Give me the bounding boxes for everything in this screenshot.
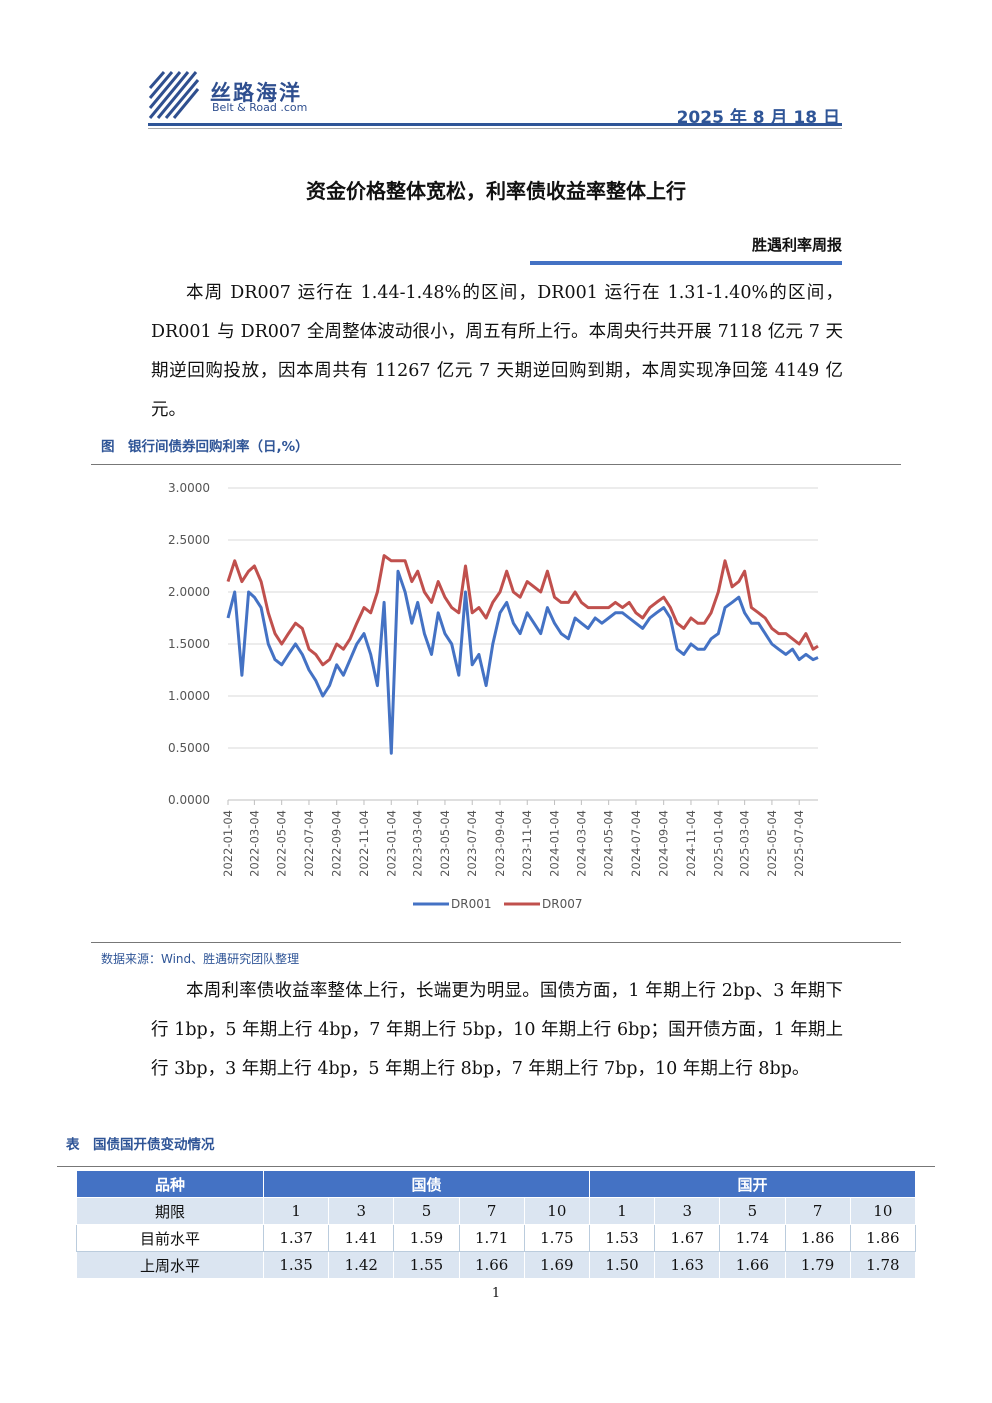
table-row: 上周水平 1.35 1.42 1.55 1.66 1.69 1.50 1.63 1.66 1.79… (76, 1251, 917, 1279)
table-cell: 10 (523, 1197, 590, 1225)
table-cell: 3 (654, 1197, 721, 1225)
table-cell: 1.42 (328, 1251, 395, 1279)
x-tick-label: 2022-11-04 (357, 810, 371, 877)
table-header-row: 品种 国债 国开 (76, 1170, 917, 1198)
figure-source: 数据来源：Wind、胜遇研究团队整理 (101, 952, 300, 966)
header-cell: 国债 (263, 1170, 590, 1198)
table-cell: 1.78 (849, 1251, 917, 1279)
table-cell: 5 (719, 1197, 786, 1225)
x-tick-label: 2024-07-04 (629, 810, 643, 877)
data-line (226, 569, 819, 755)
x-tick-label: 2025-01-04 (711, 810, 725, 877)
x-tick-label: 2024-11-04 (684, 810, 698, 877)
header-cell: 国开 (588, 1170, 917, 1198)
table-cell: 1.86 (784, 1224, 851, 1252)
table-cell: 1.67 (654, 1224, 721, 1252)
table-cell: 3 (328, 1197, 395, 1225)
figure-caption: 图 银行间债券回购利率（日,%） (101, 439, 309, 455)
table-caption: 表 国债国开债变动情况 (66, 1137, 215, 1153)
x-tick-label: 2025-07-04 (792, 810, 806, 877)
table-cell: 1.71 (458, 1224, 525, 1252)
table-cell: 1.41 (328, 1224, 395, 1252)
table-cell: 1 (262, 1197, 330, 1225)
chart: 0.0000 0.5000 1.0000 1.5000 2.0000 2.5000 3.00… (168, 481, 819, 911)
table-cell: 10 (849, 1197, 917, 1225)
table-cell: 1.55 (393, 1251, 460, 1279)
logo-mark (148, 71, 200, 119)
page-number: 1 (491, 1286, 501, 1301)
rule (91, 464, 901, 465)
table-cell: 1.75 (523, 1224, 590, 1252)
y-tick-label: 3.0000 (168, 481, 210, 495)
table-cell: 1.74 (719, 1224, 786, 1252)
header-rule (148, 123, 842, 126)
x-tick-label: 2025-05-04 (765, 810, 779, 877)
data-line (226, 554, 819, 667)
x-tick-label: 2024-01-04 (548, 810, 562, 877)
header-rule-thin (148, 128, 842, 129)
y-tick-label: 1.0000 (168, 689, 210, 703)
x-tick-label: 2024-09-04 (657, 810, 671, 877)
legend-label: DR007 (542, 897, 582, 911)
table-cell: 1.50 (588, 1251, 656, 1279)
table-cell: 1.69 (523, 1251, 590, 1279)
table-cell: 7 (458, 1197, 525, 1225)
x-tick-label: 2024-03-04 (574, 810, 588, 877)
table-cell: 1.59 (393, 1224, 460, 1252)
x-tick-label: 2025-03-04 (738, 810, 752, 877)
x-tick-label: 2023-01-04 (384, 810, 398, 877)
table-cell: 7 (784, 1197, 851, 1225)
table-cell: 5 (393, 1197, 460, 1225)
y-tick-label: 1.5000 (168, 637, 210, 651)
y-tick-label: 0.5000 (168, 741, 210, 755)
table-row: 目前水平 1.37 1.41 1.59 1.71 1.75 1.53 1.67 1.74 1.86… (76, 1224, 917, 1252)
table-cell: 1.37 (262, 1224, 330, 1252)
table-cell: 1.63 (654, 1251, 721, 1279)
table-cell: 1.66 (719, 1251, 786, 1279)
x-tick-label: 2022-03-04 (247, 810, 261, 877)
x-tick-label: 2022-05-04 (275, 810, 289, 877)
table-cell: 1 (588, 1197, 656, 1225)
report-name: 胜遇利率周报 (751, 236, 842, 254)
paragraph: 本周利率债收益率整体上行，长端更为明显。国债方面，1 年期上行 2bp、3 年期… (151, 981, 843, 1079)
table-cell: 1.35 (262, 1251, 330, 1279)
report-name-bar (530, 261, 842, 265)
y-tick-label: 0.0000 (168, 793, 210, 807)
paragraph: 本周 DR007 运行在 1.44-1.48%的区间，DR001 运行在 1.3… (151, 283, 843, 420)
table-cell: 1.53 (588, 1224, 656, 1252)
x-tick-label: 2023-07-04 (465, 810, 479, 877)
logo-text: 丝路海洋 (210, 81, 302, 105)
table-cell: 目前水平 (76, 1224, 264, 1252)
y-tick-label: 2.0000 (168, 585, 210, 599)
rule (57, 1166, 935, 1167)
x-tick-label: 2023-09-04 (493, 810, 507, 877)
table-row: 期限 1 3 5 7 10 1 3 5 7 10 (76, 1197, 917, 1225)
rule (91, 942, 901, 943)
x-tick-label: 2022-09-04 (330, 810, 344, 877)
data-table: 品种 国债 国开 期限 1 3 5 7 10 1 3 5 7 10 目前水平 1.37 1.41 1.59 1.71… (76, 1170, 917, 1279)
logo-subtext: Belt & Road .com (212, 101, 308, 114)
table-cell: 上周水平 (76, 1251, 264, 1279)
x-tick-label: 2023-11-04 (520, 810, 534, 877)
table-cell: 1.86 (849, 1224, 917, 1252)
table-cell: 1.79 (784, 1251, 851, 1279)
x-tick-label: 2022-07-04 (302, 810, 316, 877)
x-tick-label: 2023-05-04 (438, 810, 452, 877)
header-cell: 品种 (76, 1170, 264, 1198)
y-tick-label: 2.5000 (168, 533, 210, 547)
x-tick-label: 2022-01-04 (221, 810, 235, 877)
table-cell: 1.66 (458, 1251, 525, 1279)
x-tick-label: 2024-05-04 (602, 810, 616, 877)
legend-label: DR001 (451, 897, 491, 911)
table-cell: 期限 (76, 1197, 264, 1225)
document-title: 资金价格整体宽松，利率债收益率整体上行 (306, 179, 686, 203)
x-tick-label: 2023-03-04 (411, 810, 425, 877)
